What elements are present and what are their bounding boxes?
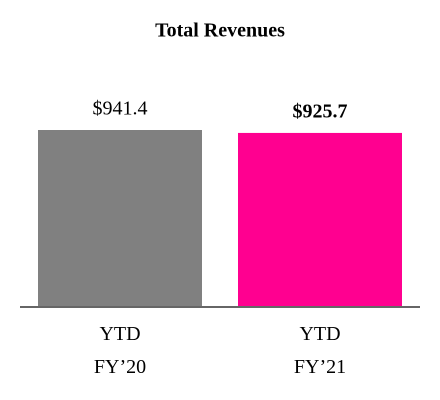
- value-label: $941.4: [93, 98, 148, 120]
- x-tick-label: YTD FY’21: [294, 323, 346, 378]
- x-tick-label-line: YTD: [299, 323, 340, 345]
- chart-title: Total Revenues: [155, 20, 285, 42]
- bar: [238, 132, 402, 306]
- value-label: $925.7: [293, 101, 348, 123]
- bar: [38, 130, 202, 306]
- x-tick-label-line: FY’21: [294, 356, 346, 378]
- x-tick-label: YTD FY’20: [94, 323, 146, 378]
- x-tick-label-line: FY’20: [94, 356, 146, 378]
- x-tick-label-line: YTD: [99, 323, 140, 345]
